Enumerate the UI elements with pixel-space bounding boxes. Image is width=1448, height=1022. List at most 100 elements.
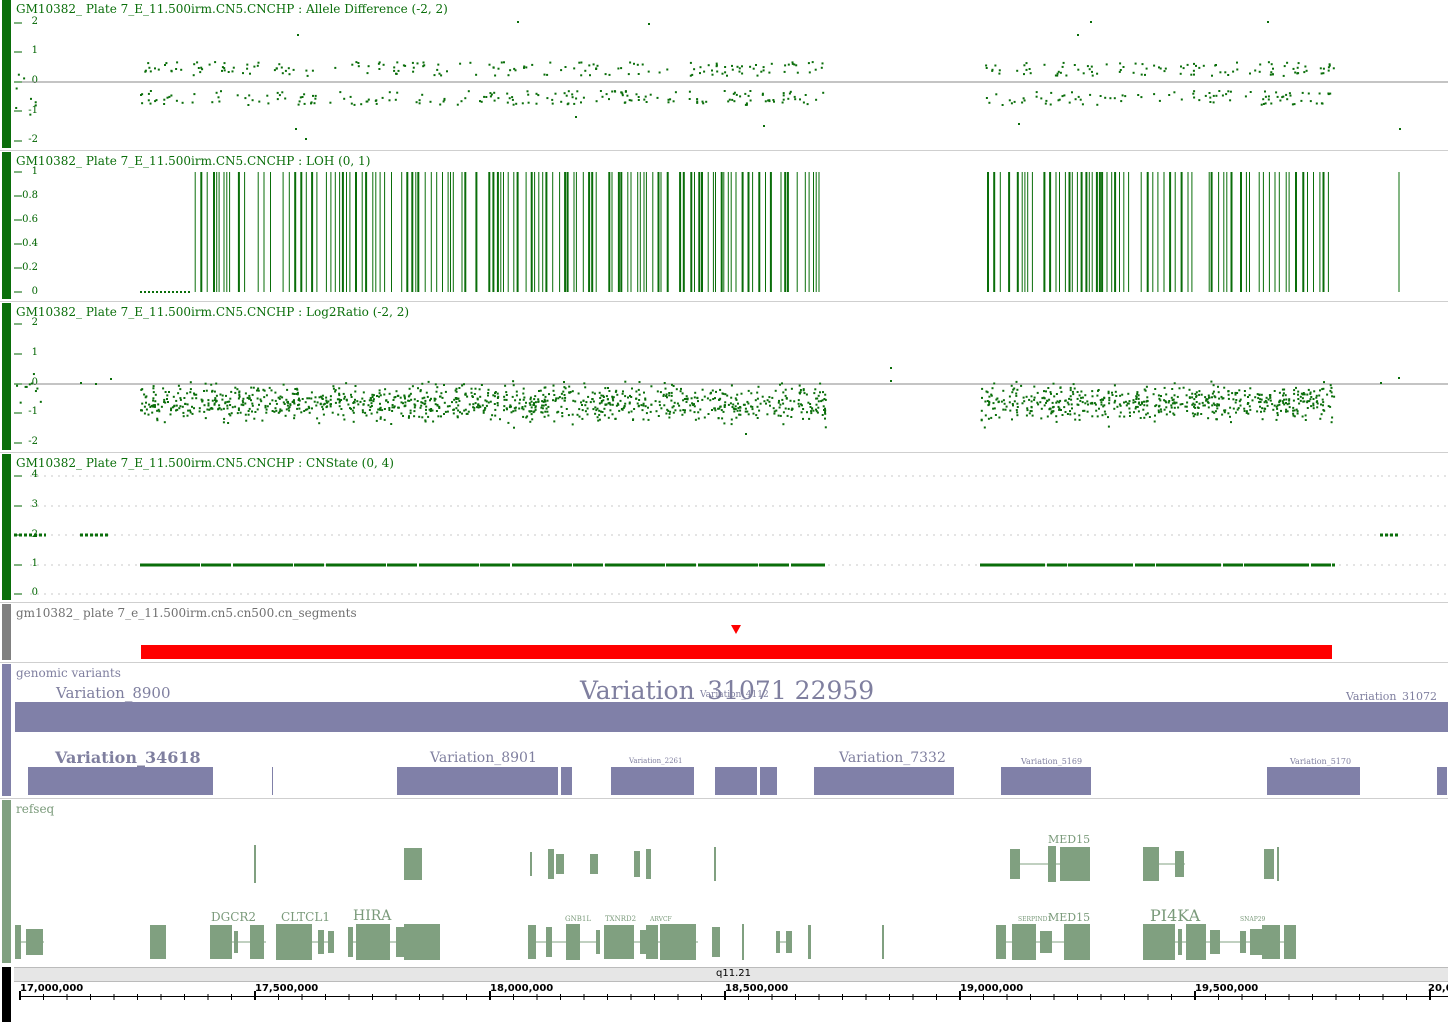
allele-difference-track[interactable]: GM10382_ Plate 7_E_11.500irm.CN5.CNCHP :…	[0, 0, 1448, 150]
data-point	[1214, 396, 1217, 399]
data-point	[497, 67, 500, 70]
data-point	[1010, 384, 1013, 387]
data-point	[1194, 406, 1197, 409]
data-point	[278, 410, 281, 413]
data-point	[1137, 402, 1140, 405]
data-point	[484, 399, 487, 402]
data-point	[522, 398, 525, 401]
track-color-bar[interactable]	[2, 303, 11, 450]
ruler-track[interactable]: q11.21	[0, 965, 1448, 1022]
log2ratio-track[interactable]: GM10382_ Plate 7_E_11.500irm.CN5.CNCHP :…	[0, 303, 1448, 452]
data-point	[1062, 61, 1065, 64]
data-point	[203, 404, 206, 407]
data-point	[797, 399, 800, 402]
data-point	[769, 404, 771, 407]
gene-exon	[742, 924, 744, 960]
data-point	[1170, 404, 1173, 407]
data-point	[1140, 96, 1143, 99]
data-point	[607, 402, 610, 405]
genomic-variants-track[interactable]: genomic variants Variation_8900 Variatio…	[0, 664, 1448, 798]
data-point	[1066, 401, 1069, 404]
data-point	[605, 403, 608, 406]
data-point	[1262, 98, 1265, 101]
data-point	[1232, 70, 1235, 73]
data-point	[1107, 390, 1110, 393]
data-point	[149, 90, 152, 92]
track-color-bar[interactable]	[2, 800, 11, 963]
data-point	[393, 66, 396, 69]
track-color-bar[interactable]	[2, 454, 11, 600]
data-point	[1061, 95, 1064, 98]
cn-segment	[141, 645, 1332, 659]
data-point	[446, 405, 449, 408]
data-point	[638, 381, 641, 383]
data-point	[1037, 403, 1040, 406]
data-point	[279, 408, 282, 411]
data-point	[162, 387, 165, 390]
cytoband-label: q11.21	[716, 968, 751, 979]
data-point	[607, 387, 609, 389]
data-point	[1170, 396, 1173, 399]
data-point	[150, 404, 153, 407]
data-point	[1114, 399, 1117, 402]
data-point	[229, 404, 232, 406]
data-point	[1267, 21, 1269, 23]
y-label-4: 4	[31, 469, 38, 480]
track-color-bar[interactable]	[2, 0, 11, 148]
data-point	[694, 418, 697, 421]
y-label-1: 1	[31, 166, 38, 177]
data-point	[1257, 397, 1260, 400]
data-point	[231, 70, 234, 73]
data-point	[1146, 400, 1149, 403]
data-point	[1119, 404, 1122, 407]
data-point	[980, 418, 983, 421]
data-point	[446, 70, 448, 73]
data-point	[249, 72, 251, 75]
track-color-bar[interactable]	[2, 967, 11, 1022]
data-point	[1058, 401, 1061, 404]
data-point	[523, 66, 525, 69]
data-point	[418, 99, 421, 102]
ruler-tick-label: 18,500,000	[725, 983, 789, 994]
data-point	[404, 397, 406, 400]
track-color-bar[interactable]	[2, 152, 11, 299]
data-point	[1011, 403, 1014, 405]
track-color-bar[interactable]	[2, 664, 11, 796]
data-point	[1012, 404, 1014, 407]
data-point	[1039, 401, 1042, 404]
data-point	[394, 98, 397, 101]
cytoband-bar[interactable]	[14, 967, 1448, 982]
data-point	[34, 101, 37, 104]
data-point	[322, 413, 325, 416]
data-point	[683, 411, 686, 414]
data-point	[1071, 407, 1073, 410]
ruler-tick-label: 19,000,000	[960, 983, 1024, 994]
data-point	[388, 392, 391, 395]
refseq-track[interactable]: refseq MED15 DGCR2 CLTCL1 HIRA GNB1L TXN…	[0, 800, 1448, 965]
data-point	[554, 92, 557, 95]
data-point	[1213, 395, 1216, 398]
data-point	[338, 401, 341, 404]
loh-track[interactable]: GM10382_ Plate 7_E_11.500irm.CN5.CNCHP :…	[0, 152, 1448, 301]
track-color-bar[interactable]	[2, 604, 11, 660]
data-point	[1173, 406, 1176, 409]
data-point	[1076, 391, 1079, 393]
data-point	[582, 399, 585, 402]
data-point	[1058, 408, 1061, 411]
data-point	[476, 397, 479, 400]
data-point	[286, 404, 289, 407]
data-point	[1307, 92, 1310, 95]
data-point	[670, 391, 673, 394]
data-point	[641, 409, 644, 412]
data-point	[1057, 70, 1060, 73]
data-point	[211, 399, 214, 402]
data-point	[1331, 395, 1334, 398]
data-point	[443, 98, 446, 101]
cnstate-track[interactable]: GM10382_ Plate 7_E_11.500irm.CN5.CNCHP :…	[0, 454, 1448, 602]
data-point	[497, 97, 500, 100]
data-point	[281, 396, 284, 399]
data-point	[239, 411, 242, 414]
data-point	[1212, 390, 1215, 393]
data-point	[739, 406, 742, 409]
cn-segments-track[interactable]: gm10382_ plate 7_e_11.500irm.cn5.cn500.c…	[0, 604, 1448, 662]
